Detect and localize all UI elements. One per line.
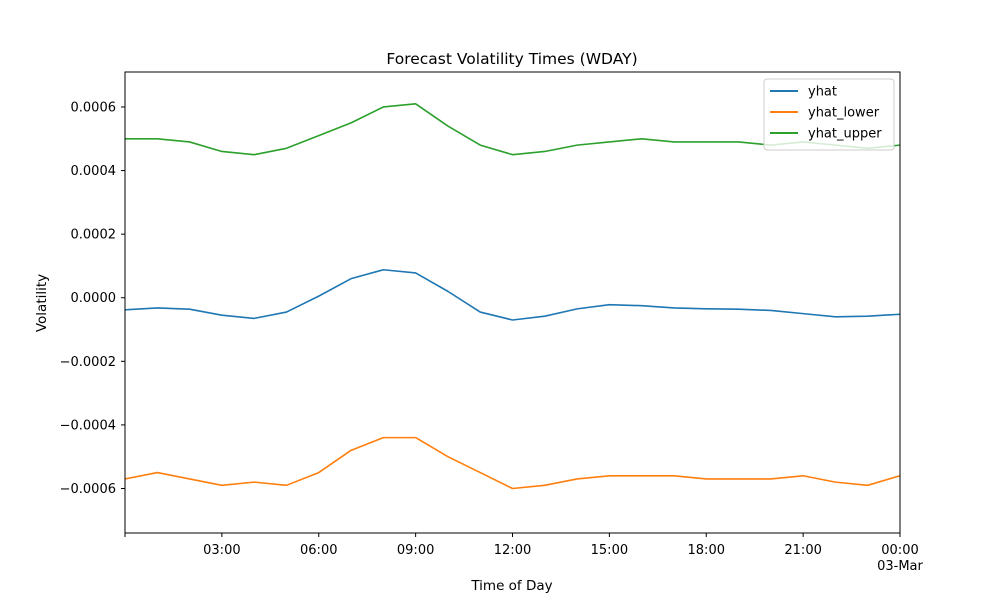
x-tick-label: 15:00 bbox=[591, 543, 628, 558]
legend-label-yhat: yhat bbox=[808, 85, 837, 100]
x-tick-label: 18:00 bbox=[688, 543, 725, 558]
x-tick-label: 00:00 bbox=[881, 543, 918, 558]
y-axis-title: Volatility bbox=[34, 274, 50, 332]
chart-title: Forecast Volatility Times (WDAY) bbox=[386, 50, 637, 68]
x-tick-label: 09:00 bbox=[397, 543, 434, 558]
x-tick-label: 12:00 bbox=[494, 543, 531, 558]
series-line-yhat-lower bbox=[124, 436, 901, 490]
series-line-yhat bbox=[124, 268, 901, 321]
axis-ticks: 03:00 06:00 09:00 12:00 15:00 18:00 21:00 00:00… bbox=[60, 100, 924, 574]
y-tick-label: −0.0006 bbox=[60, 482, 116, 497]
y-tick-label: 0.0002 bbox=[71, 228, 117, 243]
legend-label-yhat-upper: yhat_upper bbox=[808, 127, 882, 142]
y-tick-label: 0.0004 bbox=[71, 164, 117, 179]
legend-label-yhat-lower: yhat_lower bbox=[808, 106, 880, 121]
y-tick-label: 0.0006 bbox=[71, 100, 117, 115]
y-tick-label: 0.0000 bbox=[71, 291, 117, 306]
x-tick-label: 21:00 bbox=[784, 543, 821, 558]
x-axis-title: Time of Day bbox=[470, 578, 552, 594]
plot-area bbox=[124, 102, 901, 490]
y-tick-label: −0.0002 bbox=[60, 355, 116, 370]
x-tick-sublabel: 03-Mar bbox=[877, 559, 923, 574]
y-tick-label: −0.0004 bbox=[60, 418, 116, 433]
x-tick-label: 03:00 bbox=[203, 543, 240, 558]
x-tick-label: 06:00 bbox=[300, 543, 337, 558]
legend: yhat yhat_lower yhat_upper bbox=[763, 78, 895, 151]
